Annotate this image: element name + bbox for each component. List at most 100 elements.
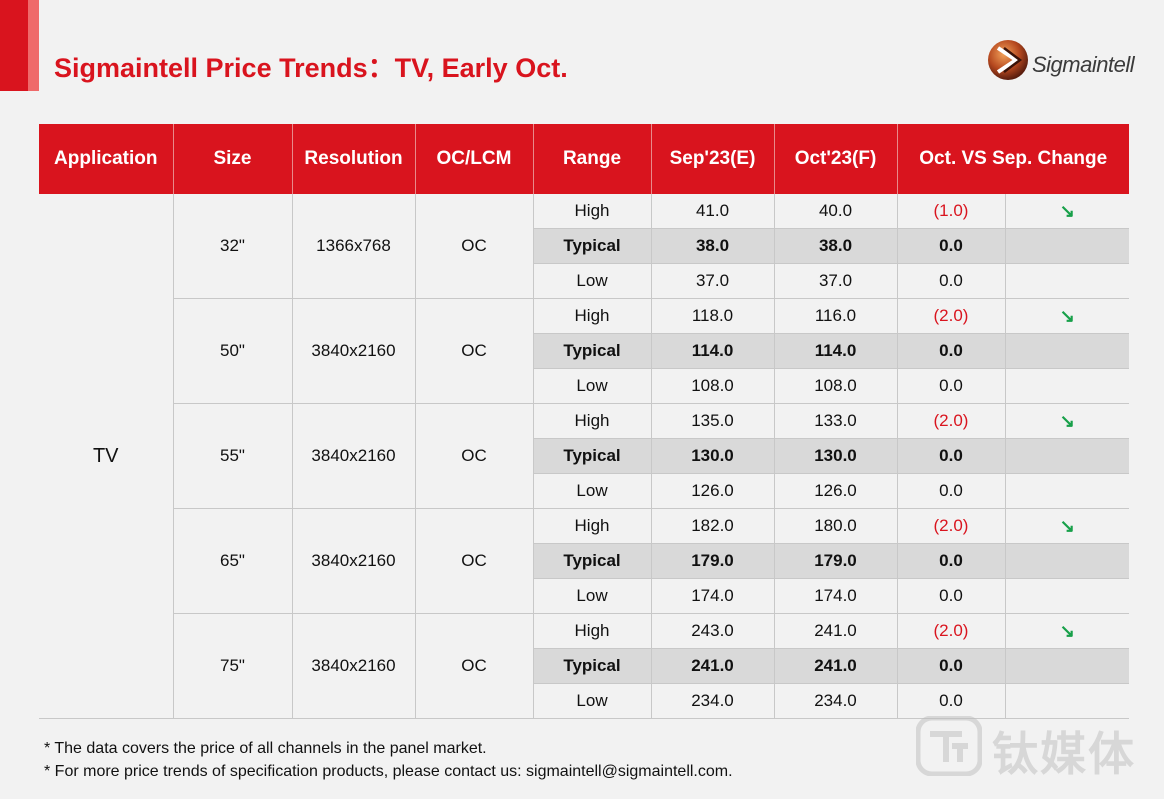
- resolution-cell: 3840x2160: [291, 508, 415, 614]
- oc-lcm-cell: OC: [414, 194, 533, 299]
- oct-price-cell: 40.0: [773, 194, 897, 229]
- oct-price-cell: 234.0: [773, 683, 897, 719]
- table-row: TV 32" 1366x768 OC High 41.0 40.0 (1.0) ↘: [39, 194, 1129, 719]
- range-cell: High: [532, 298, 651, 334]
- change-cell: 0.0: [896, 473, 1005, 509]
- trend-arrow-icon: ↘: [1004, 403, 1129, 439]
- column-header: OC/LCM: [414, 124, 533, 194]
- table-row: Low 126.0 126.0 0.0: [39, 473, 1129, 509]
- trend-arrow-icon: [1004, 333, 1129, 369]
- range-cell: Typical: [532, 648, 651, 684]
- trend-arrow-icon: ↘: [1004, 194, 1129, 229]
- size-cell: 55": [172, 403, 292, 509]
- range-cell: High: [532, 613, 651, 649]
- oct-price-cell: 133.0: [773, 403, 897, 439]
- sep-price-cell: 182.0: [650, 508, 774, 544]
- column-header: Sep'23(E): [650, 124, 774, 194]
- table-header-row: Application Size Resolution OC/LCM Range…: [39, 124, 1129, 194]
- oc-lcm-cell: OC: [414, 403, 533, 509]
- change-cell: 0.0: [896, 368, 1005, 404]
- change-cell: 0.0: [896, 648, 1005, 684]
- change-cell: 0.0: [896, 333, 1005, 369]
- trend-arrow-icon: ↘: [1004, 613, 1129, 649]
- table-row: 55" 3840x2160 OC High 135.0 133.0 (2.0) ↘: [39, 403, 1129, 509]
- oct-price-cell: 241.0: [773, 648, 897, 684]
- range-cell: Low: [532, 263, 651, 299]
- sep-price-cell: 37.0: [650, 263, 774, 299]
- sep-price-cell: 108.0: [650, 368, 774, 404]
- range-cell: Low: [532, 578, 651, 614]
- oct-price-cell: 180.0: [773, 508, 897, 544]
- sep-price-cell: 126.0: [650, 473, 774, 509]
- oct-price-cell: 126.0: [773, 473, 897, 509]
- table-row: 75" 3840x2160 OC High 243.0 241.0 (2.0) ↘: [39, 613, 1129, 719]
- table-row: Typical 130.0 130.0 0.0: [39, 438, 1129, 474]
- table-row: 65" 3840x2160 OC High 182.0 180.0 (2.0) ↘: [39, 508, 1129, 614]
- size-cell: 65": [172, 508, 292, 614]
- table-row: Typical 114.0 114.0 0.0: [39, 333, 1129, 369]
- sigmaintell-logo: Sigmaintell: [986, 36, 1136, 84]
- table-row: Low 108.0 108.0 0.0: [39, 368, 1129, 404]
- change-cell: 0.0: [896, 543, 1005, 579]
- accent-bar-light: [28, 0, 39, 91]
- range-cell: Low: [532, 473, 651, 509]
- sep-price-cell: 114.0: [650, 333, 774, 369]
- sep-price-cell: 135.0: [650, 403, 774, 439]
- sep-price-cell: 243.0: [650, 613, 774, 649]
- change-cell: 0.0: [896, 683, 1005, 719]
- price-table: Application Size Resolution OC/LCM Range…: [39, 124, 1129, 719]
- table-body: TV 32" 1366x768 OC High 41.0 40.0 (1.0) ↘ Typical…: [39, 194, 1129, 719]
- change-cell: 0.0: [896, 578, 1005, 614]
- change-cell: (1.0): [896, 194, 1005, 229]
- column-header: Oct. VS Sep. Change: [896, 124, 1129, 194]
- sep-price-cell: 241.0: [650, 648, 774, 684]
- change-cell: 0.0: [896, 263, 1005, 299]
- footnote: * The data covers the price of all chann…: [44, 740, 487, 757]
- sep-price-cell: 118.0: [650, 298, 774, 334]
- watermark: 钛媒体: [915, 715, 1134, 781]
- size-cell: 75": [172, 613, 292, 719]
- oct-price-cell: 241.0: [773, 613, 897, 649]
- oct-price-cell: 174.0: [773, 578, 897, 614]
- oc-lcm-cell: OC: [414, 613, 533, 719]
- sigma-logo-icon: [988, 40, 1028, 80]
- trend-arrow-icon: [1004, 578, 1129, 614]
- trend-arrow-icon: [1004, 543, 1129, 579]
- range-cell: Typical: [532, 438, 651, 474]
- column-header: Range: [532, 124, 651, 194]
- table-row: Typical 179.0 179.0 0.0: [39, 543, 1129, 579]
- trend-arrow-icon: [1004, 683, 1129, 719]
- range-cell: High: [532, 508, 651, 544]
- range-cell: Typical: [532, 543, 651, 579]
- page-title: Sigmaintell Price Trends：TV, Early Oct.: [54, 53, 568, 83]
- trend-arrow-icon: [1004, 648, 1129, 684]
- table-row: 50" 3840x2160 OC High 118.0 116.0 (2.0) ↘: [39, 298, 1129, 404]
- accent-bar: [0, 0, 28, 91]
- oc-lcm-cell: OC: [414, 298, 533, 404]
- column-header: Application: [39, 124, 173, 194]
- change-cell: (2.0): [896, 613, 1005, 649]
- range-cell: Low: [532, 368, 651, 404]
- change-cell: (2.0): [896, 403, 1005, 439]
- oct-price-cell: 130.0: [773, 438, 897, 474]
- trend-arrow-icon: [1004, 438, 1129, 474]
- column-header: Resolution: [291, 124, 415, 194]
- oct-price-cell: 179.0: [773, 543, 897, 579]
- table-row: Low 174.0 174.0 0.0: [39, 578, 1129, 614]
- size-cell: 50": [172, 298, 292, 404]
- footnote: * For more price trends of specification…: [44, 763, 733, 780]
- change-cell: 0.0: [896, 228, 1005, 264]
- table-row: Typical 241.0 241.0 0.0: [39, 648, 1129, 684]
- column-header: Size: [172, 124, 292, 194]
- trend-arrow-icon: ↘: [1004, 298, 1129, 334]
- watermark-logo-icon: [915, 715, 983, 777]
- range-cell: High: [532, 194, 651, 229]
- trend-arrow-icon: [1004, 263, 1129, 299]
- column-header: Oct'23(F): [773, 124, 897, 194]
- sep-price-cell: 174.0: [650, 578, 774, 614]
- table-row: Typical 38.0 38.0 0.0: [39, 228, 1129, 264]
- resolution-cell: 3840x2160: [291, 613, 415, 719]
- oct-price-cell: 116.0: [773, 298, 897, 334]
- sep-price-cell: 130.0: [650, 438, 774, 474]
- change-cell: 0.0: [896, 438, 1005, 474]
